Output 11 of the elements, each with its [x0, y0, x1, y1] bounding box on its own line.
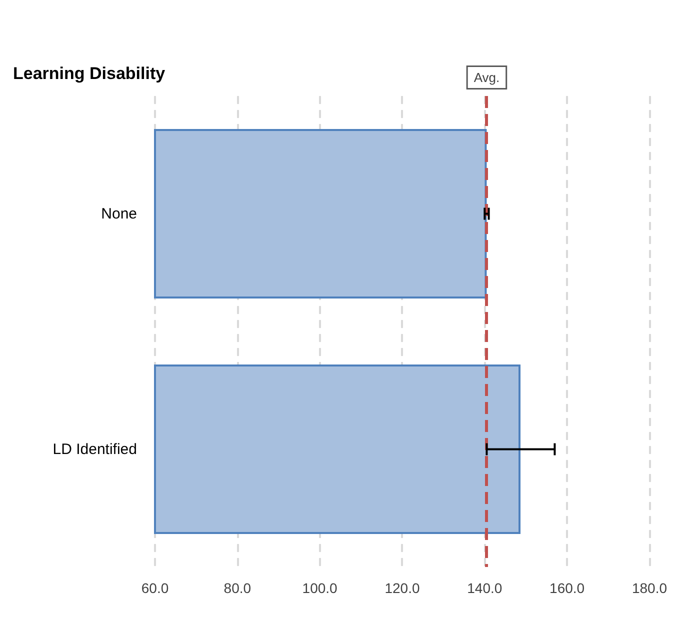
- x-tick-label: 160.0: [550, 580, 585, 596]
- x-tick-label: 100.0: [302, 580, 338, 596]
- y-tick-label: None: [101, 205, 137, 222]
- y-tick-label: LD Identified: [52, 440, 137, 458]
- x-tick-label: 80.0: [224, 580, 252, 596]
- x-tick-label: 60.0: [141, 580, 169, 596]
- ref-line-label: Avg.: [474, 70, 500, 85]
- x-tick-label: 180.0: [632, 580, 668, 596]
- x-tick-label: 140.0: [467, 580, 502, 596]
- x-tick-label: 120.0: [384, 580, 420, 596]
- chart-title: Learning Disability: [13, 64, 166, 83]
